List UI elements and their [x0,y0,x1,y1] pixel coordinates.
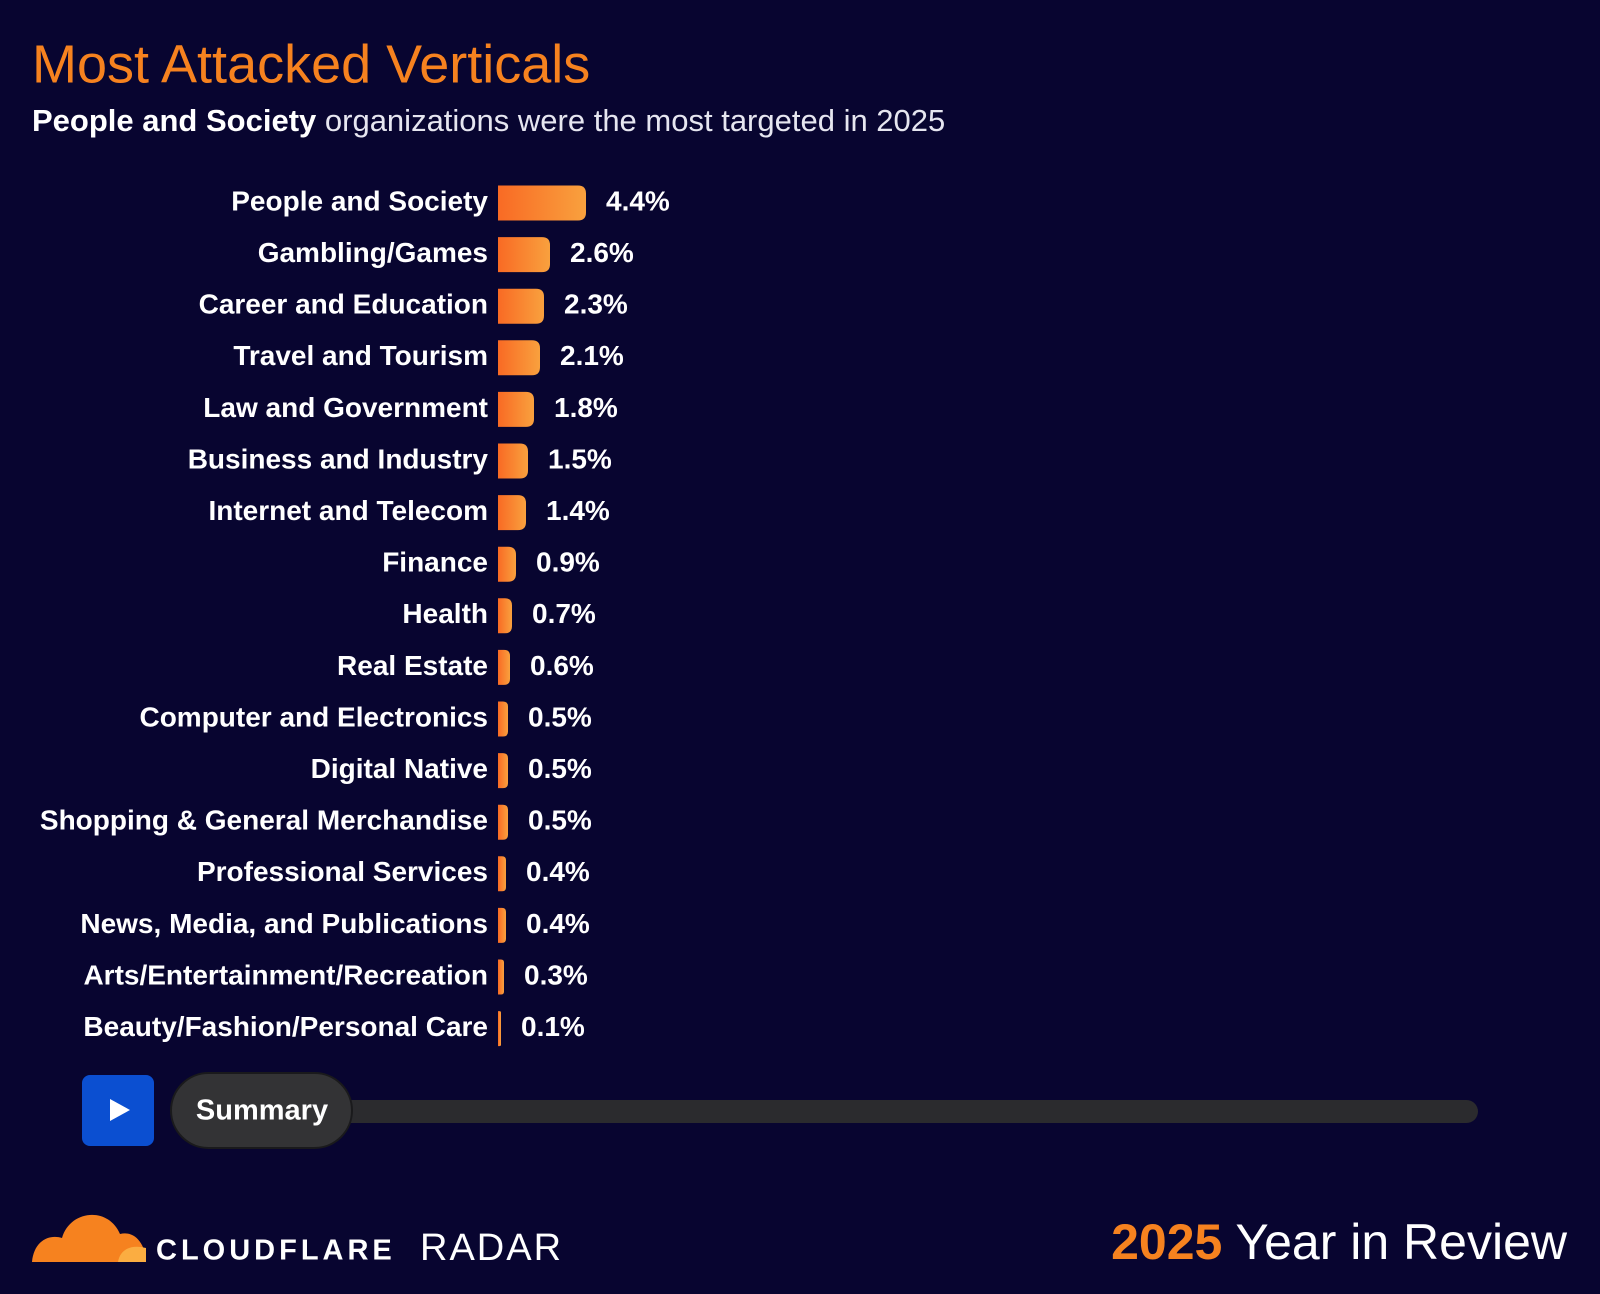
category-label: Health [402,598,488,629]
subtitle-bold: People and Society [32,103,317,138]
category-label: Finance [382,547,488,578]
category-label: Career and Education [199,289,488,320]
value-label: 2.3% [564,289,628,320]
value-label: 1.5% [548,443,612,474]
category-label: Computer and Electronics [139,701,488,732]
bar [498,649,510,685]
timeline-track[interactable] [300,1100,1478,1123]
review: Year in Review [1235,1214,1568,1270]
category-label: Arts/Entertainment/Recreation [83,959,488,990]
value-label: 0.9% [536,547,600,578]
category-label: Digital Native [311,753,488,784]
value-label: 0.4% [526,908,590,939]
value-label: 1.4% [546,495,610,526]
value-label: 2.1% [560,340,624,371]
value-label: 0.5% [528,753,592,784]
play-icon [110,1099,130,1121]
category-label: Travel and Tourism [233,340,488,371]
bar [498,237,550,273]
chart-title: Most Attacked Verticals [32,34,590,94]
bar [498,340,540,376]
value-label: 0.1% [521,1011,585,1042]
bar [498,495,526,531]
bar [498,753,508,789]
subtitle-rest: organizations were the most targeted in … [325,103,945,138]
cloud-logo [32,1214,146,1262]
category-label: Internet and Telecom [208,495,488,526]
category-label: Shopping & General Merchandise [40,805,488,836]
category-label: Professional Services [197,856,488,887]
bar [498,1011,501,1047]
summary-chip[interactable] [170,1072,353,1149]
year-in-review: 2025 Year in Review [1111,1214,1568,1270]
value-label: 0.4% [526,856,590,887]
bar [498,288,544,324]
value-label: 0.3% [524,959,588,990]
category-label: Real Estate [337,650,488,681]
bar [498,391,534,427]
value-label: 0.7% [532,598,596,629]
category-label: Law and Government [203,392,488,423]
bar [498,907,506,943]
value-label: 0.5% [528,805,592,836]
bars: People and Society 4.4% Gambling/Games 2.6%… [40,185,670,1047]
bar [498,804,508,840]
category-label: Business and Industry [188,443,489,474]
value-label: 0.6% [530,650,594,681]
bar [498,701,508,737]
category-label: Beauty/Fashion/Personal Care [83,1011,488,1042]
value-label: 0.5% [528,701,592,732]
bar [498,856,506,892]
year: 2025 [1111,1214,1222,1270]
bar [498,546,516,582]
bar [498,598,512,634]
category-label: People and Society [231,185,488,216]
brand: CLOUDFLARE [156,1235,396,1267]
value-label: 2.6% [570,237,634,268]
summary-label: Summary [196,1095,328,1127]
subtitle: People and Society organizations were th… [32,103,945,138]
value-label: 4.4% [606,185,670,216]
product: RADAR [420,1227,563,1269]
bar [498,959,504,995]
category-label: News, Media, and Publications [80,908,488,939]
bar [498,443,528,479]
category-label: Gambling/Games [258,237,488,268]
value-label: 1.8% [554,392,618,423]
bar [498,185,586,221]
